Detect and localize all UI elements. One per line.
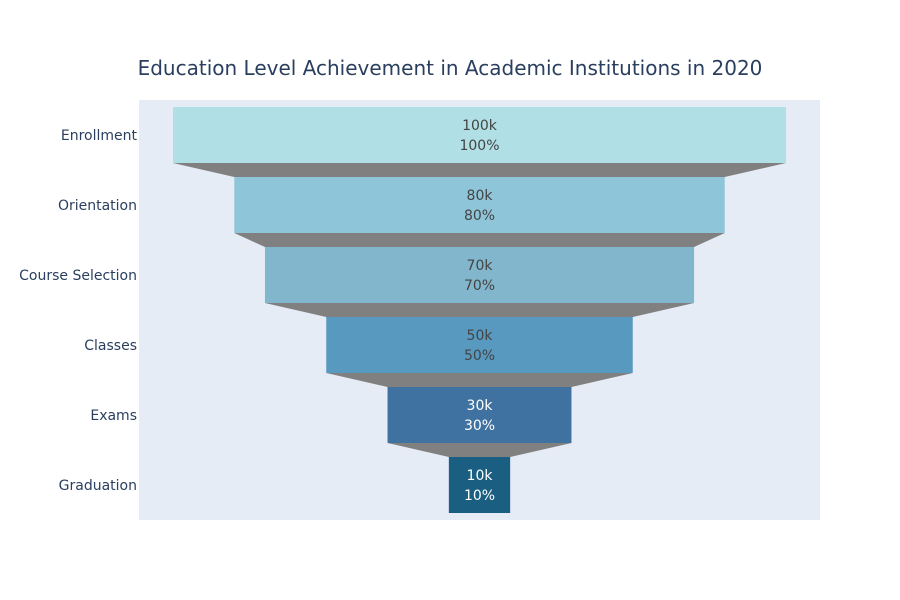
funnel-connector-course-selection [264, 303, 695, 317]
funnel-connector-exams [387, 443, 572, 457]
percent-label-exams: 30% [464, 418, 495, 434]
category-label-orientation: Orientation [58, 198, 137, 214]
funnel-connector-classes [326, 373, 633, 387]
funnel-bar-exams [387, 387, 572, 443]
funnel-bar-orientation [234, 177, 725, 233]
funnel-connectors [173, 163, 786, 457]
category-label-exams: Exams [90, 408, 137, 424]
value-label-course-selection: 70k [467, 258, 494, 274]
funnel-bar-graduation [448, 457, 511, 513]
funnel-bar-enrollment [173, 107, 786, 163]
funnel-bars [173, 107, 786, 513]
funnel-bar-classes [326, 317, 633, 373]
value-label-exams: 30k [467, 398, 494, 414]
category-labels: Enrollment Orientation Course Selection Cla… [19, 128, 137, 494]
category-label-graduation: Graduation [59, 478, 137, 494]
percent-label-orientation: 80% [464, 208, 495, 224]
funnel-connector-orientation [234, 233, 725, 247]
value-label-enrollment: 100k [462, 118, 498, 134]
category-label-course-selection: Course Selection [19, 268, 137, 284]
funnel-connector-enrollment [173, 163, 786, 177]
value-label-graduation: 10k [467, 468, 494, 484]
percent-label-graduation: 10% [464, 488, 495, 504]
category-label-enrollment: Enrollment [61, 128, 138, 144]
funnel-bar-course-selection [264, 247, 695, 303]
percent-label-course-selection: 70% [464, 278, 495, 294]
value-labels: 100k 100% 80k 80% 70k 70% 50k 50% 30k 30% 10k 10% [459, 118, 499, 504]
value-label-classes: 50k [467, 328, 494, 344]
category-label-classes: Classes [84, 338, 137, 354]
value-label-orientation: 80k [467, 188, 494, 204]
percent-label-classes: 50% [464, 348, 495, 364]
chart-title: Education Level Achievement in Academic … [138, 56, 763, 80]
percent-label-enrollment: 100% [459, 138, 499, 154]
